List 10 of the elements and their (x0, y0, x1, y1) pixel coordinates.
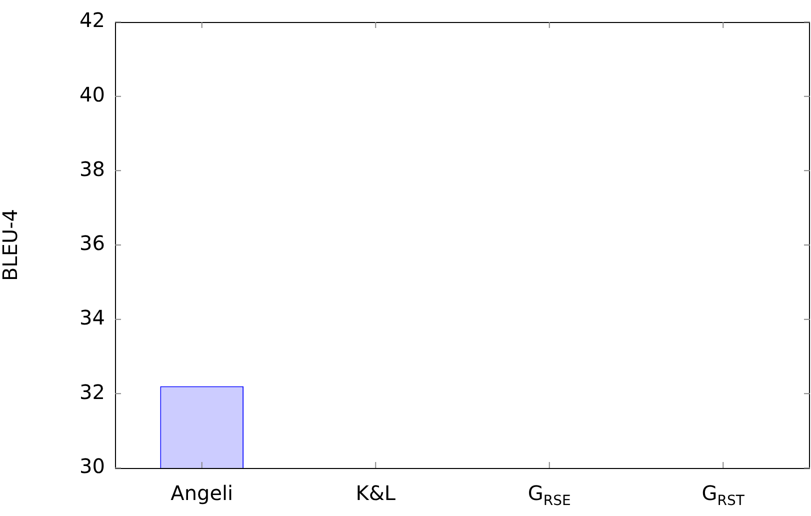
y-tick-label: 42 (80, 8, 105, 32)
y-tick-label: 36 (80, 231, 105, 256)
y-tick-label: 38 (80, 156, 105, 181)
y-tick-label: 32 (80, 380, 105, 404)
x-tick-label: K&L (356, 481, 396, 505)
x-tick-label: Angeli (170, 481, 234, 505)
y-tick-label: 40 (80, 82, 105, 107)
y-axis-title: BLEU-4 (0, 208, 22, 282)
y-tick-label: 30 (80, 454, 105, 478)
y-tick-label: 34 (80, 306, 105, 330)
